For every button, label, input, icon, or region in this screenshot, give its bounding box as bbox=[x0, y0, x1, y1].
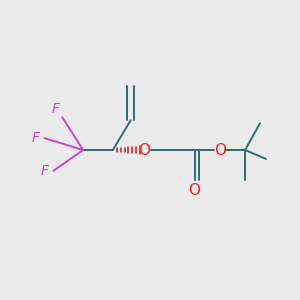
Text: O: O bbox=[214, 142, 226, 158]
Text: F: F bbox=[51, 102, 59, 116]
Text: F: F bbox=[41, 164, 49, 178]
Text: F: F bbox=[32, 131, 40, 145]
Text: O: O bbox=[138, 142, 150, 158]
Text: O: O bbox=[189, 183, 201, 198]
